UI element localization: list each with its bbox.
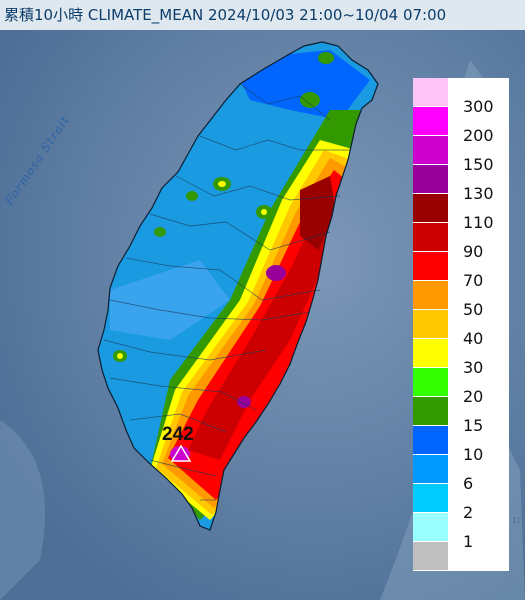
legend-label: 20: [463, 387, 484, 406]
cloud-texture: [0, 420, 45, 600]
legend-label: 130: [463, 184, 494, 203]
legend-label: 90: [463, 242, 484, 261]
max-rainfall-value: 242: [162, 424, 194, 445]
legend-swatch: [413, 165, 448, 194]
legend-swatch: [413, 252, 448, 281]
legend-label: 150: [463, 155, 494, 174]
legend-label: 6: [463, 474, 474, 493]
legend-label: 40: [463, 329, 484, 348]
legend-swatch: [413, 368, 448, 397]
rainfall-legend: 300 200 150 130 110 90 70 50 40 30 20 15 10 6 2 1: [413, 78, 509, 571]
legend-swatch: [413, 223, 448, 252]
county-boundaries: [103, 83, 350, 501]
legend-swatch: [413, 107, 448, 136]
legend-swatch: [413, 136, 448, 165]
legend-swatch: [413, 484, 448, 513]
legend-label: 200: [463, 126, 494, 145]
legend-swatch: [413, 513, 448, 542]
legend-swatch: [413, 310, 448, 339]
edge-mark-text: 1(: [512, 516, 521, 525]
legend-swatch: [413, 339, 448, 368]
legend-swatch: [413, 542, 448, 571]
legend-swatch: [413, 78, 448, 107]
taiwan-coastline: [97, 41, 379, 531]
legend-label: 30: [463, 358, 484, 377]
legend-label: 300: [463, 97, 494, 116]
legend-label: 15: [463, 416, 484, 435]
legend-label: 2: [463, 503, 474, 522]
legend-label: 1: [463, 532, 474, 551]
map-title: 累積10小時 CLIMATE_MEAN 2024/10/03 21:00~10/…: [0, 0, 525, 30]
legend-label: 50: [463, 300, 484, 319]
max-rainfall-marker-icon: [170, 444, 192, 462]
legend-label: 110: [463, 213, 494, 232]
legend-swatch: [413, 455, 448, 484]
legend-label: 70: [463, 271, 484, 290]
legend-swatch: [413, 426, 448, 455]
legend-swatch: [413, 194, 448, 223]
legend-label: 10: [463, 445, 484, 464]
legend-swatch: [413, 397, 448, 426]
legend-swatch: [413, 281, 448, 310]
